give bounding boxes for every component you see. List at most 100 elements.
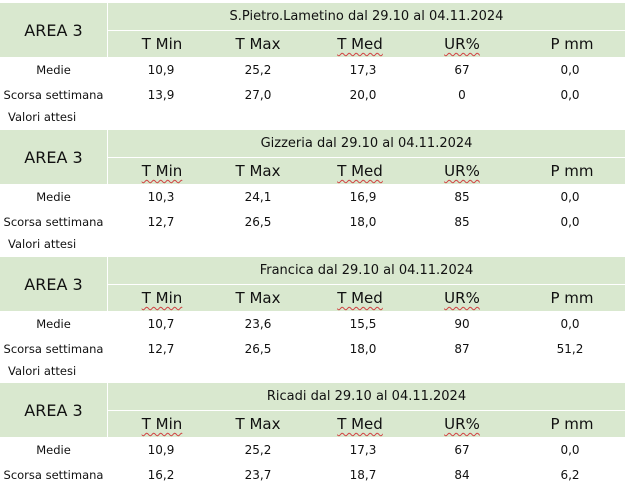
table-row: Valori attesi [0,361,625,381]
table-cell: 24,1 [244,189,272,204]
row-label: Scorsa settimana [3,467,104,482]
area-label: AREA 3 [0,3,108,57]
station-table: AREA 3 Francica dal 29.10 al 04.11.2024 T … [0,257,625,378]
column-header: T Min [122,411,202,437]
table-body: Medie 10,9 25,2 17,3 67 0,0 Scorsa settimana 13… [0,57,625,127]
column-header-label: T Min [141,289,183,307]
column-header: T Min [122,285,202,311]
table-cell: 25,2 [244,62,272,77]
station-table: AREA 3 Gizzeria dal 29.10 al 04.11.2024 T … [0,130,625,251]
column-header-label: T Med [337,289,383,307]
station-table: AREA 3 Ricadi dal 29.10 al 04.11.2024 T Mi… [0,383,625,504]
table-body: Medie 10,3 24,1 16,9 85 0,0 Scorsa settimana 12… [0,184,625,254]
table-cell: 25,2 [244,442,272,457]
area-label: AREA 3 [0,383,108,437]
row-label: Scorsa settimana [3,214,104,229]
table-header: AREA 3 S.Pietro.Lametino dal 29.10 al 04.… [0,3,625,57]
table-row: Medie 10,7 23,6 15,5 90 0,0 [0,311,625,336]
column-header-label: T Min [141,162,183,180]
column-header: P mm [532,411,612,437]
table-cell: 17,3 [349,62,377,77]
table-cell: 85 [454,189,470,204]
table-header: AREA 3 Gizzeria dal 29.10 al 04.11.2024 T … [0,130,625,184]
row-label: Medie [36,316,71,331]
column-header: UR% [427,31,497,57]
table-cell: 10,9 [147,62,175,77]
row-label: Valori attesi [8,364,77,378]
table-cell: 10,9 [147,442,175,457]
table-cell: 51,2 [556,341,584,356]
table-cell: 67 [454,62,470,77]
table-cell: 18,7 [349,467,377,482]
row-label: Scorsa settimana [3,87,104,102]
column-header: UR% [427,285,497,311]
table-cell: 23,7 [244,467,272,482]
table-row: Scorsa settimana 16,2 23,7 18,7 84 6,2 [0,462,625,487]
table-row: Scorsa settimana 12,7 26,5 18,0 87 51,2 [0,336,625,361]
table-cell: 0,0 [560,316,580,331]
row-label: Valori attesi [8,110,77,124]
table-cell: 23,6 [244,316,272,331]
table-header: AREA 3 Ricadi dal 29.10 al 04.11.2024 T Mi… [0,383,625,437]
column-header: P mm [532,31,612,57]
column-header-label: UR% [444,415,480,433]
weather-report-page: AREA 3 S.Pietro.Lametino dal 29.10 al 04.… [0,3,625,482]
column-header: T Min [122,31,202,57]
table-cell: 6,2 [560,467,580,482]
column-header-label: T Max [235,35,281,53]
column-header: T Max [218,411,298,437]
column-header-label: UR% [444,162,480,180]
table-cell: 18,0 [349,341,377,356]
station-title: Francica dal 29.10 al 04.11.2024 [108,257,625,285]
table-row: Scorsa settimana 13,9 27,0 20,0 0 0,0 [0,82,625,107]
column-header: T Med [320,411,400,437]
row-label: Medie [36,62,71,77]
table-cell: 17,3 [349,442,377,457]
table-row: Medie 10,3 24,1 16,9 85 0,0 [0,184,625,209]
table-cell: 26,5 [244,341,272,356]
station-table: AREA 3 S.Pietro.Lametino dal 29.10 al 04.… [0,3,625,124]
table-cell: 0,0 [560,214,580,229]
table-cell: 13,9 [147,87,175,102]
table-cell: 84 [454,467,470,482]
table-cell: 27,0 [244,87,272,102]
column-header-label: P mm [550,162,594,180]
row-label: Valori attesi [8,237,77,251]
table-cell: 18,0 [349,214,377,229]
table-cell: 90 [454,316,470,331]
column-header: P mm [532,158,612,184]
column-header-label: UR% [444,289,480,307]
column-header: T Med [320,158,400,184]
column-header: UR% [427,411,497,437]
table-cell: 16,9 [349,189,377,204]
column-header-label: P mm [550,289,594,307]
table-header: AREA 3 Francica dal 29.10 al 04.11.2024 T … [0,257,625,311]
station-title: S.Pietro.Lametino dal 29.10 al 04.11.202… [108,3,625,31]
table-row: Medie 10,9 25,2 17,3 67 0,0 [0,437,625,462]
row-label: Medie [36,189,71,204]
column-header: T Med [320,31,400,57]
table-cell: 67 [454,442,470,457]
table-cell: 16,2 [147,467,175,482]
table-cell: 0,0 [560,87,580,102]
row-label: Scorsa settimana [3,341,104,356]
table-cell: 26,5 [244,214,272,229]
table-cell: 15,5 [349,316,377,331]
column-header: T Max [218,285,298,311]
table-row: Valori attesi [0,107,625,127]
station-title: Ricadi dal 29.10 al 04.11.2024 [108,383,625,411]
table-cell: 12,7 [147,341,175,356]
table-cell: 0 [458,87,466,102]
table-cell: 85 [454,214,470,229]
column-header-label: T Med [337,162,383,180]
column-header-label: T Min [141,35,183,53]
column-header: T Min [122,158,202,184]
column-header: P mm [532,285,612,311]
column-header: UR% [427,158,497,184]
table-cell: 12,7 [147,214,175,229]
table-cell: 0,0 [560,189,580,204]
table-cell: 20,0 [349,87,377,102]
table-cell: 0,0 [560,62,580,77]
station-title: Gizzeria dal 29.10 al 04.11.2024 [108,130,625,158]
table-body: Medie 10,7 23,6 15,5 90 0,0 Scorsa settimana 12… [0,311,625,381]
